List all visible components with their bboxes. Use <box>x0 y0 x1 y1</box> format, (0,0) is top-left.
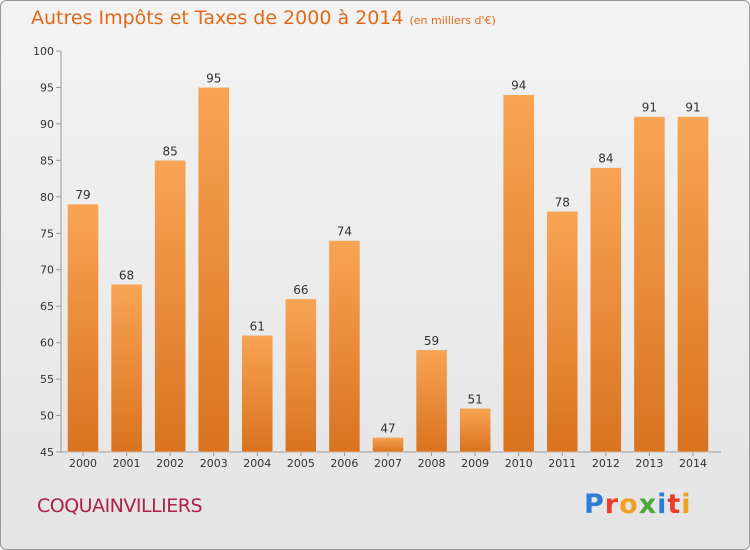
data-label-2005: 66 <box>293 283 308 297</box>
y-tick-label: 100 <box>33 45 54 58</box>
x-tick-label-2007: 2007 <box>374 457 402 470</box>
x-tick-label-2004: 2004 <box>243 457 271 470</box>
bar-2014 <box>677 116 709 453</box>
data-label-2009: 51 <box>468 392 483 406</box>
commune-name: COQUAINVILLIERS <box>37 495 203 517</box>
bar-2005 <box>285 298 317 453</box>
x-tick-label-2000: 2000 <box>69 457 97 470</box>
data-label-2014: 91 <box>685 101 700 115</box>
data-label-2007: 47 <box>380 421 395 435</box>
bar-2010 <box>502 94 535 453</box>
data-label-2000: 79 <box>75 188 90 202</box>
x-tick-label-2010: 2010 <box>505 457 533 470</box>
x-tick-label-2011: 2011 <box>548 457 576 470</box>
data-label-2010: 94 <box>511 79 526 93</box>
x-tick-label-2012: 2012 <box>592 457 620 470</box>
logo-letter: P <box>584 489 605 520</box>
data-label-2013: 91 <box>642 101 657 115</box>
y-tick-label: 65 <box>40 300 54 313</box>
logo-letter: o <box>619 489 639 520</box>
x-tick-label-2014: 2014 <box>679 457 707 470</box>
x-tick-label-2009: 2009 <box>461 457 489 470</box>
y-tick-label: 55 <box>40 373 54 386</box>
bar-2006 <box>328 240 361 453</box>
bar-2001 <box>110 284 143 453</box>
logo-letter: i <box>657 489 668 520</box>
chart-title: Autres Impôts et Taxes de 2000 à 2014 (en… <box>31 7 496 29</box>
chart-subtitle: (en milliers d'€) <box>409 14 496 27</box>
y-tick-label: 95 <box>40 81 54 94</box>
logo-letter: i <box>681 489 692 520</box>
logo-letter: x <box>638 489 658 520</box>
bar-2013 <box>633 116 666 453</box>
x-tick-label-2006: 2006 <box>330 457 358 470</box>
bar-2011 <box>546 211 579 453</box>
bar-2007 <box>372 437 404 453</box>
data-labels: 79 68 85 95 61 66 74 47 59 51 94 78 84 91 91 <box>75 71 700 435</box>
y-tick-label: 85 <box>40 154 54 167</box>
y-tick-label: 50 <box>40 410 54 423</box>
x-tick-label-2005: 2005 <box>287 457 315 470</box>
data-label-2003: 95 <box>206 71 221 85</box>
x-tick-label-2001: 2001 <box>113 457 141 470</box>
y-tick-label: 45 <box>40 446 54 459</box>
chart-title-text: Autres Impôts et Taxes de 2000 à 2014 <box>31 7 404 29</box>
bar-2002 <box>154 160 186 453</box>
x-tick-label-2002: 2002 <box>156 457 184 470</box>
data-label-2006: 74 <box>337 225 352 239</box>
bar-2003 <box>197 87 230 453</box>
bar-2009 <box>459 408 491 453</box>
y-axis: 45 50 55 60 65 70 75 80 85 90 95 100 <box>33 45 62 459</box>
y-tick-label: 75 <box>40 227 54 240</box>
data-label-2002: 85 <box>163 144 178 158</box>
bar-2000 <box>67 203 99 453</box>
logo-letter: r <box>604 489 620 520</box>
x-tick-label-2003: 2003 <box>200 457 228 470</box>
x-tick-label-2013: 2013 <box>635 457 663 470</box>
x-axis: 2000 2001 2002 2003 2004 2005 2006 2007 2008 2009… <box>61 451 721 470</box>
data-label-2011: 78 <box>555 195 570 209</box>
y-tick-label: 80 <box>40 191 54 204</box>
bar-2012 <box>590 167 622 453</box>
data-label-2008: 59 <box>424 334 439 348</box>
y-tick-label: 70 <box>40 264 54 277</box>
bar-2008 <box>415 349 448 453</box>
bars <box>67 87 709 453</box>
data-label-2001: 68 <box>119 268 134 282</box>
y-tick-label: 90 <box>40 118 54 131</box>
bar-2004 <box>241 335 274 453</box>
y-tick-label: 60 <box>40 337 54 350</box>
x-tick-label-2008: 2008 <box>418 457 446 470</box>
proxiti-logo[interactable]: Proxiti <box>584 489 692 520</box>
data-label-2012: 84 <box>598 152 613 166</box>
logo-letter: t <box>667 489 682 520</box>
data-label-2004: 61 <box>250 319 265 333</box>
